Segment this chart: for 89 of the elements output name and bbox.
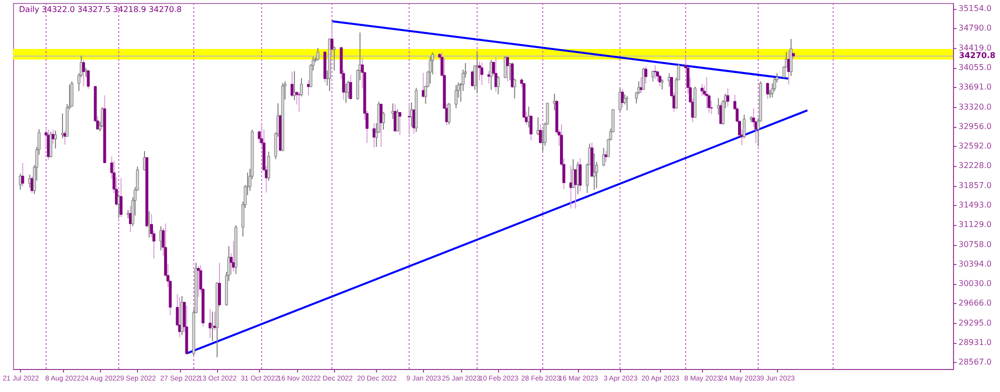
- candlestick: [513, 78, 516, 100]
- y-tick-label: 30394.0: [958, 260, 992, 269]
- candlestick: [478, 60, 481, 81]
- candlestick: [49, 131, 52, 158]
- y-tick-label: 28567.0: [958, 358, 992, 367]
- candlestick: [148, 210, 151, 238]
- y-tick-label: 32592.0: [958, 142, 992, 151]
- candlestick: [658, 74, 662, 87]
- candlestick: [398, 111, 402, 136]
- candlestick: [530, 115, 532, 141]
- candlestick: [602, 147, 606, 167]
- candlestick: [316, 48, 320, 61]
- candlestick: [408, 103, 411, 135]
- candlestick: [232, 240, 235, 272]
- candlestick: [490, 59, 493, 90]
- candlestick: [536, 116, 540, 136]
- candlestick: [21, 162, 24, 188]
- ref-line-label: 34270.8: [959, 51, 996, 60]
- y-tick-label: 31493.0: [958, 200, 992, 210]
- candlestick: [196, 265, 200, 298]
- y-tick-label: 32228.0: [958, 161, 992, 170]
- y-tick-label: 34790.0: [958, 24, 992, 33]
- y-tick-label: 28931.0: [958, 338, 992, 348]
- candlestick: [496, 75, 500, 95]
- candlestick: [290, 71, 294, 98]
- candlestick: [742, 114, 746, 139]
- candlestick: [70, 80, 74, 108]
- candlestick: [54, 130, 57, 149]
- candlestick: [344, 83, 348, 104]
- candlestick: [86, 70, 90, 90]
- candlestick: [618, 87, 622, 112]
- candlestick: [330, 20, 334, 57]
- candlestick: [396, 108, 399, 132]
- candlestick: [210, 311, 214, 342]
- y-tick-label: 34055.0: [958, 63, 992, 72]
- candlestick: [292, 70, 296, 101]
- candlestick: [332, 46, 336, 72]
- candlestick: [372, 122, 376, 148]
- candlestick: [640, 76, 643, 94]
- candlestick: [790, 38, 792, 76]
- candlestick: [644, 66, 648, 84]
- candlestick: [307, 80, 310, 96]
- candlestick: [410, 102, 413, 128]
- candlestick: [448, 102, 450, 125]
- candlestick: [349, 74, 352, 100]
- candlestick: [651, 70, 654, 82]
- y-tick-label: 31857.0: [958, 181, 992, 190]
- y-tick-label: 29295.0: [958, 318, 992, 328]
- y-tick-label: 33320.0: [958, 102, 992, 112]
- candlestick: [620, 88, 624, 108]
- candlestick: [454, 84, 458, 109]
- candlestick: [208, 308, 212, 338]
- candlestick: [504, 56, 507, 79]
- chart-title: Daily 34322.0 34327.5 34218.9 34270.8: [19, 5, 182, 14]
- candlestick: [726, 88, 730, 108]
- candlestick: [476, 52, 479, 94]
- candlestick: [480, 62, 484, 86]
- candlestick: [298, 92, 301, 112]
- y-tick-label: 30758.0: [958, 240, 992, 250]
- candlestick: [642, 67, 645, 90]
- candlestick: [28, 174, 32, 188]
- candlestick: [705, 76, 708, 109]
- y-tick-label: 29666.0: [958, 298, 992, 308]
- candlestick: [267, 151, 270, 182]
- candlestick: [592, 152, 596, 190]
- candlestick: [82, 59, 86, 87]
- candlestick: [578, 158, 582, 192]
- candlestick: [428, 56, 432, 84]
- candlestick: [52, 129, 55, 144]
- candlestick: [654, 64, 657, 80]
- candlestick: [660, 78, 664, 90]
- candlestick: [382, 111, 385, 130]
- candlestick: [120, 177, 123, 218]
- y-tick-label: 32956.0: [958, 122, 992, 132]
- candlestick: [572, 158, 575, 189]
- candlestick: [380, 103, 383, 148]
- y-tick-label: 35154.0: [958, 4, 992, 14]
- candlestick: [422, 72, 425, 98]
- y-tick-label: 34419.0: [958, 44, 992, 53]
- candlestick: [506, 55, 510, 82]
- candlestick: [538, 124, 542, 144]
- y-tick-label: 33691.0: [958, 82, 992, 92]
- candlestick: [300, 78, 303, 97]
- candlestick: [626, 95, 629, 111]
- candlestick: [700, 84, 704, 96]
- candlestick: [218, 262, 221, 308]
- candlestick: [510, 62, 514, 89]
- y-tick-label: 30030.0: [958, 279, 992, 288]
- y-tick-label: 31129.0: [958, 220, 992, 230]
